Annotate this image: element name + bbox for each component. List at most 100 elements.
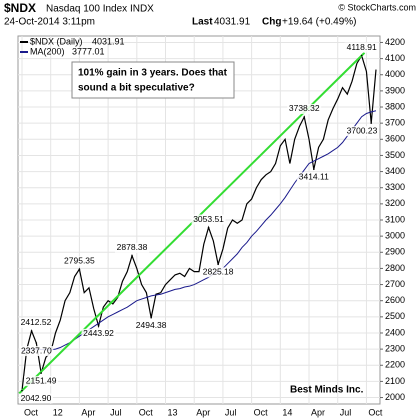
value-point [78,268,81,270]
y-tick-label: 3300 [385,182,405,192]
value-point [97,325,100,327]
y-tick-label: 3000 [385,231,405,241]
value-label-bg [62,256,97,267]
y-tick-label: 2500 [385,311,405,321]
change: +19.64 (+0.49%) [282,17,357,28]
change-label: Chg [262,17,281,28]
value-point [40,372,42,374]
value-point [313,168,315,171]
legend: $NDX (Daily) 4031.91 MA(200) 3777.01 [20,36,125,56]
value-label-bg [191,214,226,225]
y-tick-label: 3500 [385,150,405,160]
y-tick-label: 4100 [385,53,405,63]
y-tick-label: 4000 [385,69,405,79]
symbol: $NDX [4,1,36,15]
x-tick-label: Oct [24,407,39,417]
legend-value: 3777.01 [72,46,105,56]
value-label-bg [201,267,236,278]
value-label: 2494.38 [136,320,167,330]
legend-value: 4031.91 [92,36,125,46]
value-label-bg [287,103,322,114]
value-label: 4118.91 [347,42,377,52]
y-tick-label: 2000 [385,392,405,402]
value-point [217,263,219,266]
value-label: 3053.51 [193,214,224,224]
value-point [35,342,38,344]
x-tick-label: Apr [81,407,95,417]
value-point [360,54,363,57]
value-label: 2412.52 [21,317,52,327]
value-label: 2151.49 [26,375,57,385]
x-tick-label: 14 [282,407,292,417]
y-tick-label: 3100 [385,214,405,224]
date: 24-Oct-2014 3:11pm [4,17,95,28]
value-label-bg [19,346,54,357]
x-tick-label: Apr [196,407,210,417]
annotation: sound a bit speculative? [78,83,195,94]
value-label-bg [81,328,116,339]
y-tick-label: 2200 [385,360,405,370]
signature: Best Minds Inc. [290,385,364,396]
y-tick-label: 4200 [385,37,405,47]
legend-label: MA(200) [30,46,65,56]
value-label: 2825.18 [203,267,234,277]
value-point [30,330,33,332]
y-tick-label: 3200 [385,198,405,208]
x-tick-label: 12 [53,407,63,417]
y-tick-label: 2900 [385,247,405,257]
value-label-bg [344,42,379,53]
value-point [207,226,210,229]
value-label: 3414.11 [299,172,329,182]
value-point [370,122,373,124]
y-tick-label: 2800 [385,263,405,273]
annotation-box [71,61,235,99]
copyright: © StockCharts.com [338,2,416,12]
value-label-bg [24,376,59,387]
last-label: Last [192,17,213,28]
y-tick-label: 3400 [385,166,405,176]
annotation: 101% gain in 3 years. Does that [78,68,228,79]
x-tick-label: Jul [110,407,122,417]
x-tick-label: Oct [139,407,154,417]
value-label-bg [19,317,53,328]
value-label-bg [115,242,150,253]
y-tick-label: 3600 [385,134,405,144]
value-label: 3700.23 [347,125,378,135]
value-label: 2795.35 [64,255,95,265]
chart-title: Nasdaq 100 Index INDX [46,4,154,15]
value-label-bg [134,320,169,331]
value-label-bg [19,393,53,404]
y-tick-label: 2400 [385,327,405,337]
y-tick-label: 2700 [385,279,405,289]
value-point [131,254,133,257]
value-label: 2042.90 [21,393,52,403]
y-tick-label: 2100 [385,376,405,386]
y-tick-label: 3800 [385,101,405,111]
y-tick-label: 3700 [385,118,405,128]
grid [18,36,383,404]
series-line [21,54,377,391]
series-line [21,110,377,352]
x-tick-label: Jul [225,407,237,417]
y-tick-label: 3900 [385,85,405,95]
y-tick-label: 2600 [385,295,405,305]
value-label: 2337.70 [21,345,52,355]
value-point [303,116,306,118]
value-label-bg [345,126,379,137]
value-label: 2443.92 [83,328,114,338]
value-label: 3738.32 [289,103,320,113]
marks: 2042.90 2412.52 2337.70 2151.49 2795.35 2443.… [18,42,379,404]
value-point [21,389,23,392]
x-tick-label: Apr [311,407,325,417]
x-tick-label: 13 [168,407,178,417]
last-value: 4031.91 [214,17,251,28]
x-tick-label: Jul [340,407,352,417]
value-label-bg [296,172,331,183]
x-tick-label: Oct [368,407,383,417]
value-point [150,316,152,319]
value-label: 2878.38 [117,242,148,252]
x-tick-label: Oct [254,407,269,417]
y-tick-label: 2300 [385,343,405,353]
legend-label: $NDX (Daily) [30,36,83,46]
